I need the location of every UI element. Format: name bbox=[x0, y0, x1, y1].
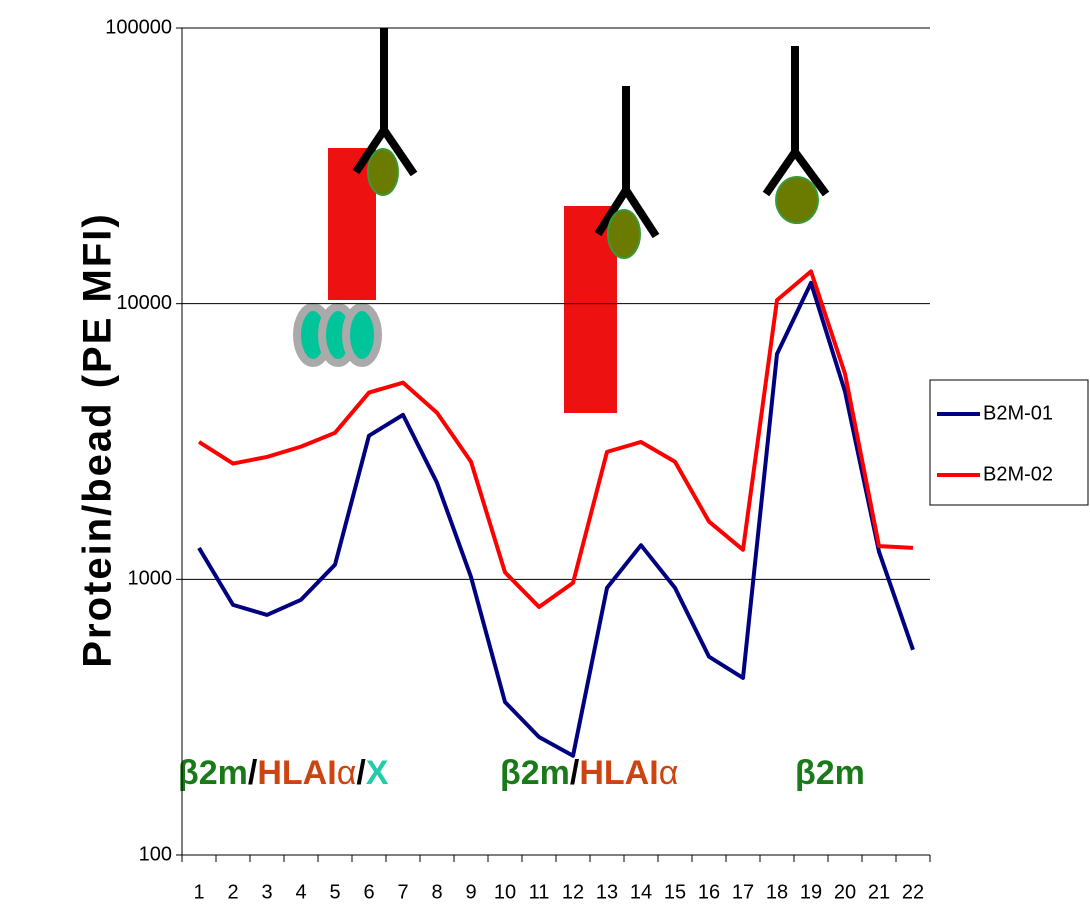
series-line bbox=[197, 280, 915, 758]
annotation-part: / bbox=[356, 754, 366, 792]
y-tick-label: 1000 bbox=[128, 568, 173, 590]
x-tick-label: 3 bbox=[261, 881, 272, 903]
x-tick-label: 21 bbox=[868, 881, 890, 903]
annotation-part: β2m bbox=[178, 754, 248, 792]
x-tick-label: 2 bbox=[227, 881, 238, 903]
series-line bbox=[197, 269, 914, 609]
illustrations bbox=[293, 28, 830, 413]
x-tick-label: 12 bbox=[562, 881, 584, 903]
y-tick-label: 10000 bbox=[116, 292, 172, 314]
y-tick-label: 100 bbox=[139, 843, 172, 865]
x-tick-label: 4 bbox=[295, 881, 306, 903]
x-tick-label: 18 bbox=[766, 881, 788, 903]
x-tick-label: 16 bbox=[698, 881, 720, 903]
annotation-part: β2m bbox=[500, 754, 570, 792]
x-tick-label: 19 bbox=[800, 881, 822, 903]
x-tick-label: 8 bbox=[431, 881, 442, 903]
legend-label: B2M-01 bbox=[983, 402, 1053, 424]
x-tick-label: 11 bbox=[529, 881, 550, 903]
antibody bbox=[352, 28, 830, 239]
x-tick-label: 10 bbox=[494, 881, 516, 903]
x-tick-label: 6 bbox=[363, 881, 374, 903]
annotation: β2m bbox=[795, 754, 865, 792]
annotation-part: HLAI bbox=[579, 754, 658, 792]
x-tick-label: 22 bbox=[902, 881, 924, 903]
annotation: β2m/HLAIα bbox=[500, 754, 678, 792]
legend-box bbox=[929, 379, 1089, 506]
x-tick-label: 5 bbox=[329, 881, 340, 903]
x-tick-label: 15 bbox=[664, 881, 686, 903]
annotation-part: α bbox=[659, 754, 679, 792]
annotation-part: α bbox=[337, 754, 357, 792]
antigen bbox=[367, 148, 819, 259]
annotation-part: HLAI bbox=[257, 754, 336, 792]
legend-label: B2M-02 bbox=[983, 463, 1053, 485]
x-tick-label: 17 bbox=[732, 881, 754, 903]
x-tick-label: 20 bbox=[834, 881, 856, 903]
annotation-part: X bbox=[366, 754, 389, 792]
y-axis-label: Protein/bead (PE MFI) bbox=[76, 212, 120, 667]
x-tick-label: 14 bbox=[630, 881, 652, 903]
x-tick-label: 7 bbox=[397, 881, 408, 903]
x-tick-label: 13 bbox=[596, 881, 618, 903]
annotation-part: / bbox=[248, 754, 258, 792]
y-tick-label: 100000 bbox=[105, 16, 172, 38]
annotation-part: / bbox=[570, 754, 580, 792]
x-tick-label: 9 bbox=[465, 881, 476, 903]
x-tick-label: 1 bbox=[193, 881, 204, 903]
annotation-part: β2m bbox=[795, 754, 865, 792]
annotation: β2m/HLAIα/X bbox=[178, 754, 389, 792]
bead-stack bbox=[293, 303, 382, 367]
